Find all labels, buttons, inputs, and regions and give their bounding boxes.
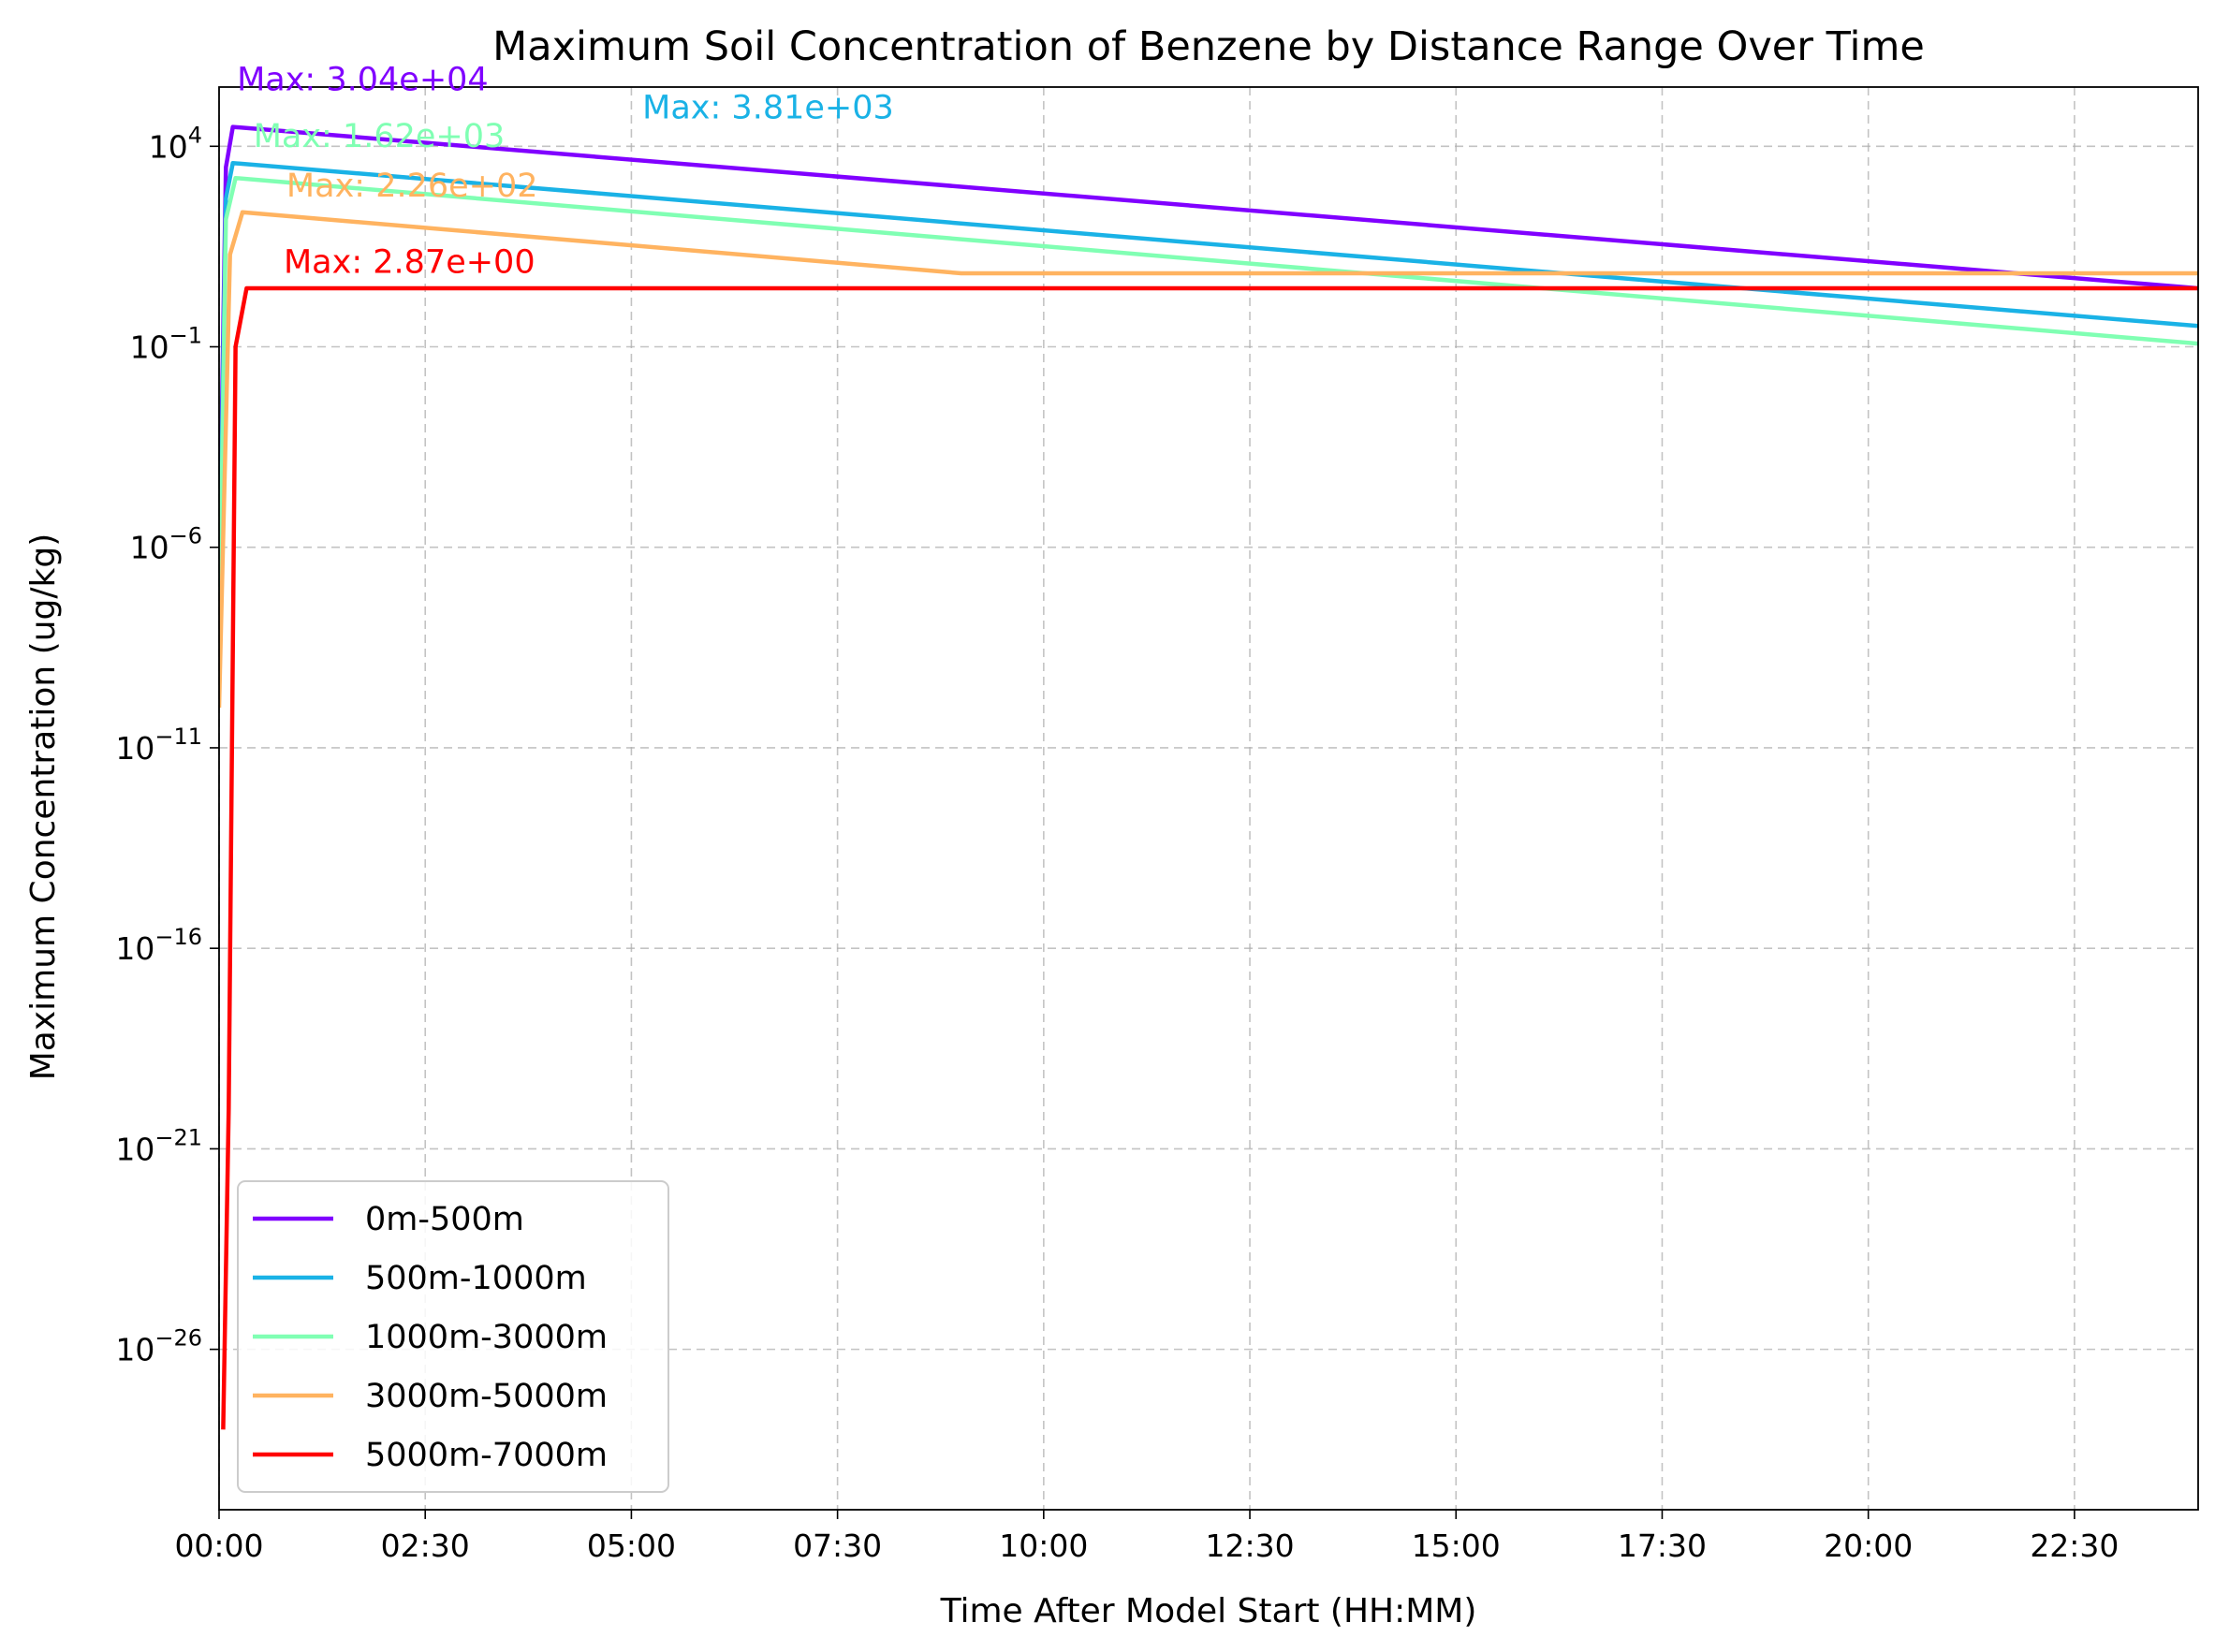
y-tick-base: 10 — [115, 1131, 154, 1167]
y-axis-label: Maximum Concentration (ug/kg) — [24, 534, 63, 1081]
legend-label: 5000m-7000m — [365, 1437, 608, 1474]
max-annotation: Max: 3.04e+04 — [237, 61, 489, 98]
y-tick-base: 10 — [130, 530, 169, 566]
legend-label: 0m-500m — [365, 1201, 524, 1238]
legend-label: 3000m-5000m — [365, 1378, 608, 1415]
y-tick-label: 10−16 — [115, 924, 202, 967]
plot-area — [219, 124, 2198, 1430]
axis-ticks: 00:00 02:30 05:00 07:30 10:00 12:30 15:00 17:30… — [115, 122, 2119, 1564]
x-axis-label: Time After Model Start (HH:MM) — [940, 1592, 1477, 1630]
y-tick-exponent: −11 — [154, 724, 202, 750]
x-tick-label: 17:30 — [1618, 1528, 1707, 1564]
x-tick-label: 20:00 — [1824, 1528, 1913, 1564]
x-tick-label: 12:30 — [1205, 1528, 1294, 1564]
y-tick-base: 10 — [115, 730, 154, 767]
max-annotation: Max: 3.81e+03 — [642, 89, 894, 126]
y-tick-base: 10 — [115, 1332, 154, 1368]
x-tick-label: 07:30 — [793, 1528, 882, 1564]
y-tick-exponent: 4 — [188, 122, 202, 148]
x-tick-label: 10:00 — [999, 1528, 1088, 1564]
max-annotation: Max: 1.62e+03 — [254, 118, 506, 155]
y-tick-exponent: −6 — [169, 523, 202, 549]
y-tick-exponent: −26 — [154, 1325, 202, 1352]
y-tick-base: 10 — [130, 329, 169, 366]
chart-title: Maximum Soil Concentration of Benzene by… — [492, 23, 1925, 70]
max-annotation: Max: 2.87e+00 — [284, 243, 535, 281]
x-tick-label: 02:30 — [381, 1528, 470, 1564]
x-tick-label: 00:00 — [174, 1528, 263, 1564]
y-tick-label: 10−11 — [115, 724, 202, 767]
y-tick-label: 10−1 — [130, 323, 202, 366]
axes-frame — [218, 86, 2199, 1511]
y-tick-label: 10−26 — [115, 1325, 202, 1368]
legend-box — [237, 1180, 669, 1493]
max-annotation: Max: 2.26e+02 — [286, 168, 538, 205]
y-tick-exponent: −1 — [169, 323, 202, 349]
x-tick-label: 05:00 — [587, 1528, 676, 1564]
y-tick-label: 104 — [149, 122, 202, 165]
legend-label: 1000m-3000m — [365, 1319, 608, 1356]
legend-label: 500m-1000m — [365, 1260, 587, 1297]
series-line-3000m-5000m — [219, 210, 2198, 709]
y-tick-exponent: −16 — [154, 924, 202, 950]
y-tick-base: 10 — [149, 128, 188, 165]
y-tick-exponent: −21 — [154, 1124, 202, 1150]
plot-frame — [218, 86, 2199, 1511]
y-tick-label: 10−6 — [130, 523, 202, 566]
legend: 0m-500m 500m-1000m 1000m-3000m 3000m-5000m 5… — [237, 1180, 669, 1493]
y-tick-label: 10−21 — [115, 1124, 202, 1167]
x-tick-label: 22:30 — [2030, 1528, 2119, 1564]
series-line-1000m-3000m — [219, 175, 2198, 668]
annotations: Max: 3.04e+04 Max: 3.81e+03 Max: 1.62e+03 M… — [237, 61, 894, 281]
y-tick-base: 10 — [115, 930, 154, 967]
x-tick-label: 15:00 — [1412, 1528, 1501, 1564]
series-line-5000m-7000m — [221, 285, 2198, 1430]
